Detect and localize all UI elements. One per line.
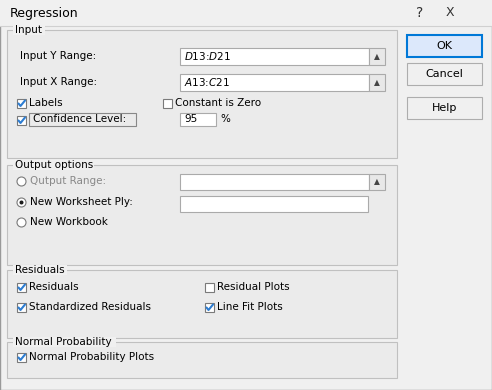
- Bar: [29, 113, 136, 126]
- Text: Output options: Output options: [15, 160, 93, 170]
- Text: New Worksheet Ply:: New Worksheet Ply:: [30, 197, 133, 207]
- Bar: [17, 353, 26, 362]
- Text: Regression: Regression: [10, 7, 79, 20]
- Bar: [13, 25, 44, 35]
- Bar: [369, 74, 385, 91]
- Text: ▲: ▲: [374, 78, 380, 87]
- Text: Qutput Range:: Qutput Range:: [30, 176, 106, 186]
- Text: $A$13:$C$21: $A$13:$C$21: [184, 76, 230, 89]
- Text: %: %: [220, 114, 230, 124]
- Bar: [407, 63, 482, 85]
- Circle shape: [17, 177, 26, 186]
- Text: ▲: ▲: [374, 177, 380, 186]
- Bar: [13, 337, 116, 347]
- Bar: [205, 303, 214, 312]
- Bar: [180, 113, 216, 126]
- Text: Input Y Range:: Input Y Range:: [20, 51, 96, 61]
- Bar: [180, 196, 368, 212]
- Text: Constant is Zero: Constant is Zero: [175, 98, 261, 108]
- Bar: [7, 270, 397, 338]
- Bar: [13, 265, 66, 275]
- Text: Input X Range:: Input X Range:: [20, 77, 97, 87]
- Bar: [407, 97, 482, 119]
- Text: Residual Plots: Residual Plots: [217, 282, 290, 292]
- Text: Confidence Level:: Confidence Level:: [33, 114, 126, 124]
- Text: Labels: Labels: [29, 98, 62, 108]
- Text: ?: ?: [416, 6, 423, 20]
- Bar: [7, 30, 397, 158]
- Bar: [369, 48, 385, 65]
- Circle shape: [20, 200, 24, 204]
- Text: Line Fit Plots: Line Fit Plots: [217, 302, 283, 312]
- Bar: [13, 160, 94, 170]
- Bar: [7, 165, 397, 265]
- Bar: [17, 283, 26, 292]
- Circle shape: [17, 198, 26, 207]
- Bar: [369, 174, 385, 190]
- Text: Residuals: Residuals: [29, 282, 79, 292]
- Text: Cancel: Cancel: [426, 69, 463, 79]
- Bar: [180, 74, 369, 91]
- Text: New Workbook: New Workbook: [30, 217, 108, 227]
- Text: 95: 95: [184, 114, 197, 124]
- Bar: [17, 303, 26, 312]
- Bar: [7, 342, 397, 378]
- Bar: [205, 283, 214, 292]
- Text: OK: OK: [436, 41, 453, 51]
- Text: Help: Help: [432, 103, 457, 113]
- Text: Normal Probability Plots: Normal Probability Plots: [29, 352, 154, 362]
- Text: ▲: ▲: [374, 52, 380, 61]
- Bar: [0, 0, 492, 26]
- Circle shape: [17, 218, 26, 227]
- Bar: [17, 99, 26, 108]
- Text: X: X: [446, 7, 455, 20]
- Bar: [17, 116, 26, 125]
- Bar: [180, 174, 369, 190]
- Bar: [407, 35, 482, 57]
- Text: $D$13:$D$21: $D$13:$D$21: [184, 50, 231, 62]
- Bar: [180, 48, 369, 65]
- Text: Input: Input: [15, 25, 42, 35]
- Bar: [163, 99, 172, 108]
- Text: Standardized Residuals: Standardized Residuals: [29, 302, 151, 312]
- Text: Normal Probability: Normal Probability: [15, 337, 112, 347]
- Text: Residuals: Residuals: [15, 265, 64, 275]
